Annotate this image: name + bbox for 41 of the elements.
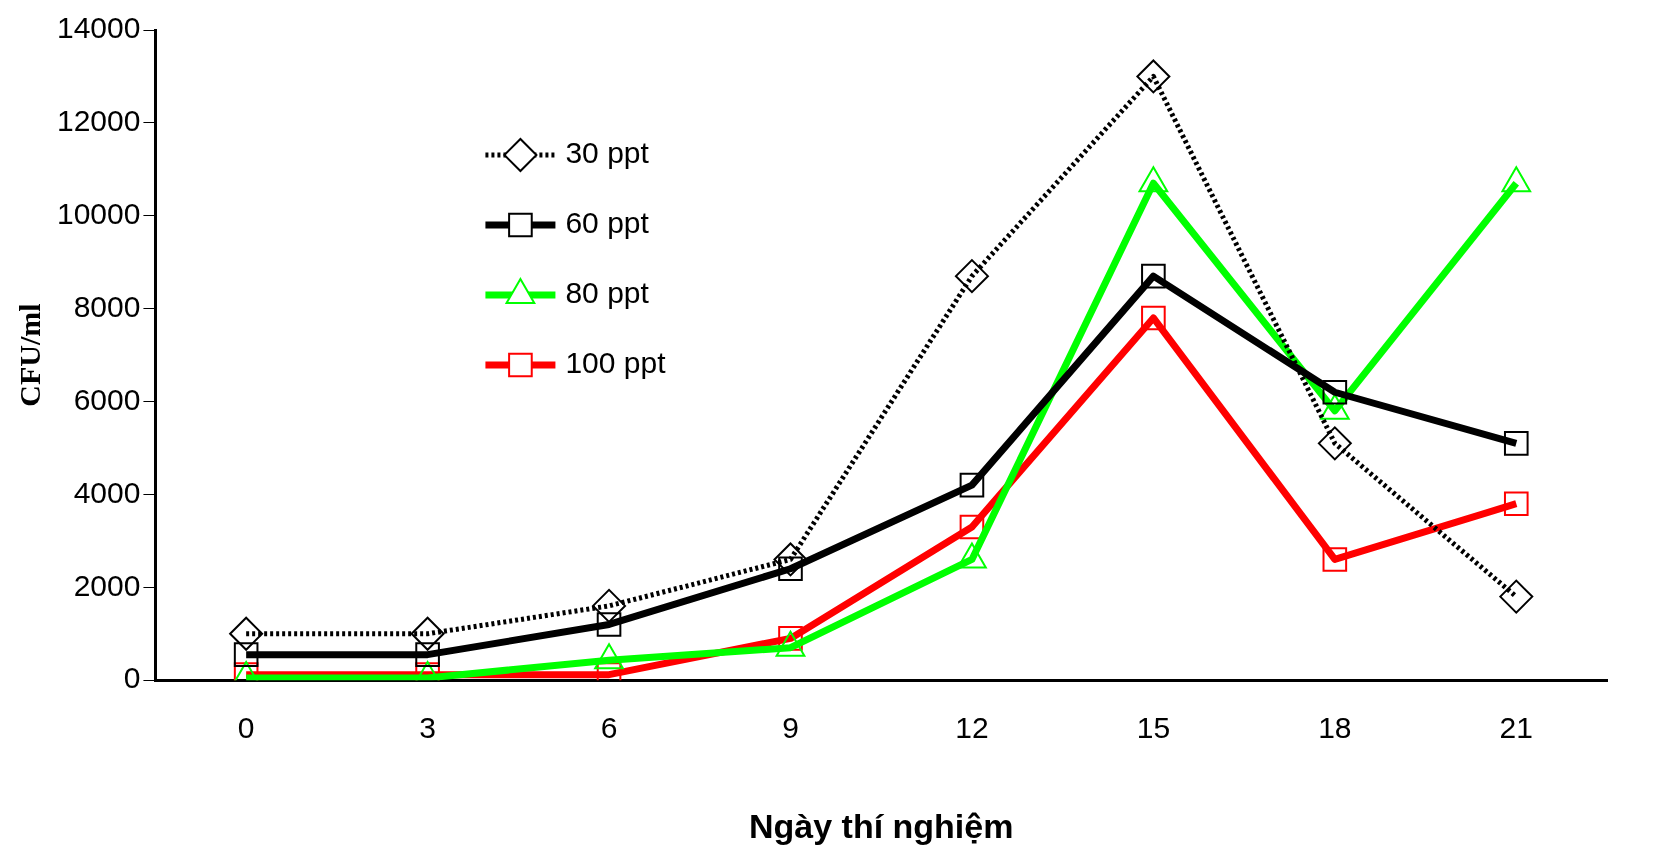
point xyxy=(1141,263,1166,289)
point xyxy=(1322,379,1348,405)
point xyxy=(773,542,808,577)
point xyxy=(1136,59,1171,94)
y-tick-label: 4000 xyxy=(73,475,141,509)
legend-label: 80 ppt xyxy=(565,276,650,310)
x-tick-label: 15 xyxy=(1136,711,1171,745)
point xyxy=(959,514,985,540)
x-tick-label: 12 xyxy=(955,711,989,745)
y-tick-label: 2000 xyxy=(73,568,141,602)
x-tick-label: 21 xyxy=(1499,711,1533,745)
point xyxy=(592,588,627,623)
y-tick-label: 14000 xyxy=(56,11,141,45)
legend-label: 30 ppt xyxy=(565,136,650,170)
y-tick-label: 8000 xyxy=(73,289,141,323)
point xyxy=(1503,491,1529,517)
x-tick-label: 18 xyxy=(1318,711,1352,745)
point xyxy=(1499,579,1534,614)
point xyxy=(229,616,264,651)
point xyxy=(1503,431,1529,456)
point xyxy=(233,642,259,667)
y-tick-label: 10000 xyxy=(56,197,141,231)
x-axis-title: Ngày thí nghiệm xyxy=(748,806,1014,845)
point xyxy=(954,259,989,294)
x-tick-label: 6 xyxy=(600,711,618,745)
y-axis-title: CFU/ml xyxy=(12,303,46,407)
point xyxy=(959,472,985,498)
point xyxy=(1317,426,1352,461)
point xyxy=(1322,547,1348,572)
x-tick-label: 3 xyxy=(419,711,436,745)
point xyxy=(415,642,440,667)
x-tick-label: 0 xyxy=(237,711,255,745)
point xyxy=(1141,305,1166,331)
legend-label: 100 ppt xyxy=(565,346,667,380)
y-tick-label: 12000 xyxy=(56,104,141,138)
point xyxy=(596,612,622,637)
y-tick-label: 0 xyxy=(123,661,141,695)
point xyxy=(410,616,445,651)
legend-label: 60 ppt xyxy=(565,206,650,240)
x-tick-label: 9 xyxy=(782,711,799,745)
y-tick-label: 6000 xyxy=(73,382,141,416)
